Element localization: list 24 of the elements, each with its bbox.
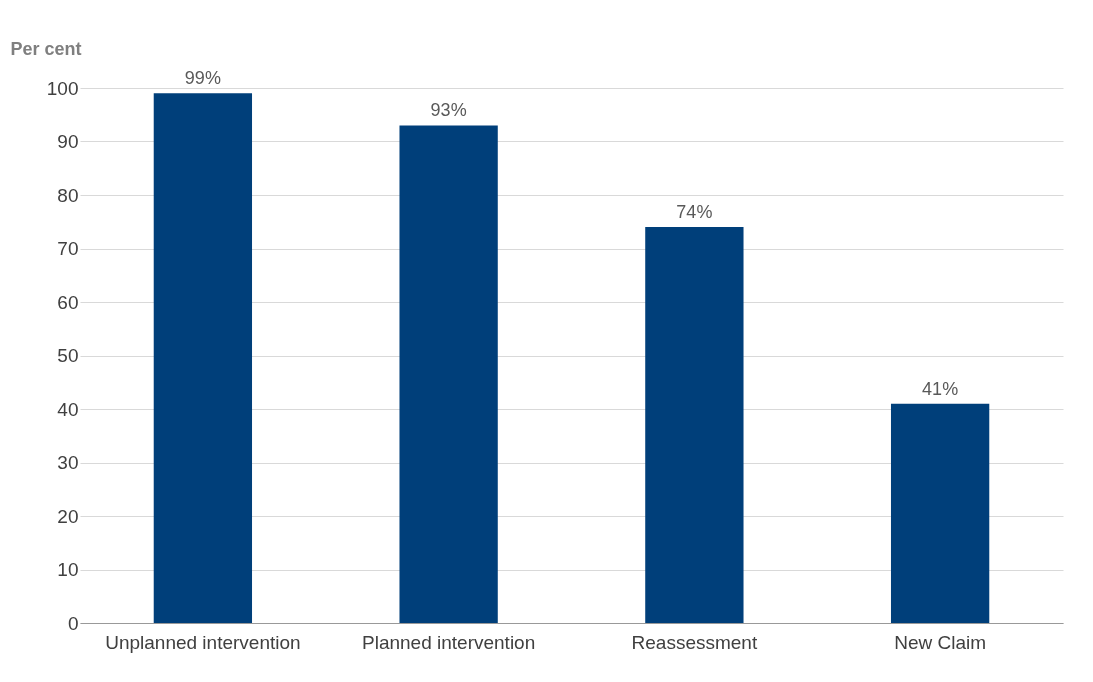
y-tick-label: 40 (57, 398, 79, 420)
bar (399, 125, 498, 623)
data-label: 99% (184, 68, 221, 89)
x-tick-label: New Claim (894, 631, 987, 653)
y-tick-label: 0 (67, 612, 79, 634)
bar (890, 403, 990, 623)
y-tick-label: 80 (57, 184, 79, 206)
bar (645, 227, 744, 623)
y-tick-label: 20 (57, 505, 79, 527)
data-label: 74% (676, 202, 713, 223)
y-tick-label: 50 (57, 345, 79, 366)
y-tick-label: 90 (57, 131, 79, 152)
x-tick-label: Planned intervention (362, 631, 536, 653)
data-label: 93% (430, 100, 467, 121)
y-tick-label: 60 (57, 291, 79, 313)
y-tick-label: 100 (46, 77, 79, 99)
y-tick-label: 10 (57, 559, 79, 580)
y-tick-label: 70 (57, 238, 79, 259)
bar (153, 93, 253, 623)
x-tick-label: Unplanned intervention (105, 631, 301, 653)
y-tick-label: 30 (57, 452, 79, 473)
data-label: 41% (922, 378, 959, 399)
x-tick-label: Reassessment (631, 631, 758, 653)
y-axis-title: Per cent (10, 38, 82, 59)
